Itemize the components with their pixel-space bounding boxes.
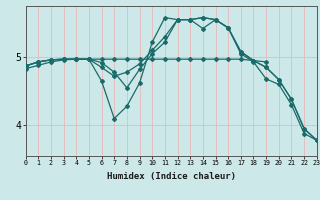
X-axis label: Humidex (Indice chaleur): Humidex (Indice chaleur)	[107, 172, 236, 181]
